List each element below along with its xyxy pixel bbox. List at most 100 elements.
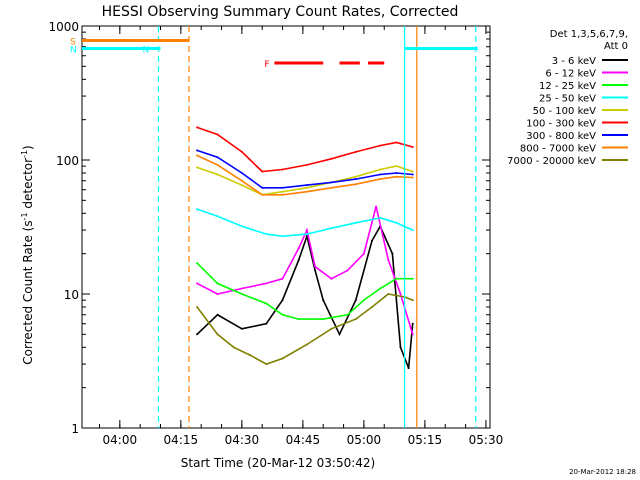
series-9-point (281, 357, 284, 360)
series-4-point (265, 233, 268, 236)
series-6-point (330, 157, 333, 160)
series-3-point (297, 318, 300, 321)
series-1-point (399, 346, 402, 349)
series-1-point (281, 299, 284, 302)
series-8-point (216, 163, 219, 166)
series-3-point (281, 313, 284, 316)
series-9-point (196, 306, 199, 308)
y-axis-label: Corrected Count Rate (s-1 detector-1) (20, 145, 35, 364)
series-4-point (240, 225, 243, 228)
series-8-point (379, 178, 382, 181)
series-8-point (354, 183, 357, 186)
y-axis-label-part-1: Corrected Count Rate (s (21, 220, 35, 364)
series-9-point (330, 327, 333, 330)
x-tick-label: 04:30 (225, 433, 260, 447)
legend-title-line-1: Det 1,3,5,6,7,9, (550, 29, 628, 40)
series-4-point (330, 227, 333, 230)
series-3-point (240, 293, 243, 295)
series-1-point (314, 269, 317, 272)
series-2-point (305, 229, 308, 232)
y-axis-label-part-3: ) (21, 145, 35, 150)
series-8-point (240, 179, 243, 182)
series-6-point (261, 170, 264, 173)
series-6-point (240, 150, 243, 153)
series-7-point (281, 186, 284, 189)
series-1-point (265, 322, 268, 325)
series-4-point (395, 221, 398, 224)
series-6-point (216, 133, 219, 136)
timestamp: 20-Mar-2012 18:28 (569, 468, 636, 476)
series-3-point (379, 287, 382, 290)
series-2-point (346, 269, 349, 272)
x-tick-label: 04:45 (286, 433, 321, 447)
series-3-point (395, 277, 398, 280)
x-tick-label: 05:00 (347, 433, 382, 447)
series-8-point (281, 193, 284, 196)
series-4-point (379, 216, 382, 219)
y-tick-label: 10 (64, 288, 79, 302)
legend-label: 7000 - 20000 keV (507, 156, 596, 167)
series-7-point (261, 186, 264, 189)
series-5-point (305, 186, 308, 189)
series-1-point (411, 322, 414, 325)
series-1-point (371, 239, 373, 242)
series-5-point (395, 165, 398, 168)
series-5-point (379, 168, 382, 171)
series-3-point (196, 262, 199, 265)
series-line-9 (196, 293, 413, 365)
series-7-point (330, 181, 333, 184)
series-7-point (354, 178, 357, 181)
x-tick-label: 04:15 (164, 433, 199, 447)
series-5-point (354, 175, 357, 178)
legend-title-line-2: Att 0 (604, 41, 628, 52)
series-2-point (281, 277, 284, 280)
series-2-point (387, 258, 390, 261)
series-4-point (196, 208, 199, 211)
series-5-point (240, 184, 243, 187)
x-axis-label: Start Time (20-Mar-12 03:50:42) (181, 456, 375, 470)
y-tick-label: 1 (71, 422, 79, 436)
plot-area: 04:00 04:15 04:30 04:45 05:00 05:15 05:30 1 10 10… (48, 20, 503, 447)
flag-label-1: S (70, 37, 76, 47)
x-tick-label: 05:15 (408, 433, 443, 447)
series-8-point (411, 176, 414, 179)
series-4-point (305, 233, 308, 236)
series-6-point (411, 146, 414, 148)
y-axis-label-part-2: detector (21, 158, 35, 213)
series-3-point (411, 277, 414, 280)
y-axis-label-sup-1: -1 (20, 212, 29, 220)
series-line-2 (196, 206, 414, 335)
series-9-point (354, 318, 357, 321)
series-3-point (265, 302, 268, 305)
series-6-point (281, 168, 284, 171)
series-2-point (411, 333, 414, 336)
legend: Det 1,3,5,6,7,9, Att 0 3 - 6 keV 6 - 12 k… (507, 29, 628, 167)
series-4-point (411, 229, 414, 232)
series-line-1 (196, 224, 414, 369)
series-7-point (216, 156, 219, 159)
legend-label: 800 - 7000 keV (520, 144, 596, 155)
series-7-point (379, 173, 382, 176)
series-1-point (216, 313, 219, 316)
series-2-point (297, 247, 300, 250)
series-5-point (216, 173, 219, 176)
series-2-point (362, 252, 365, 255)
series-2-point (265, 282, 268, 285)
series-1-point (196, 333, 199, 336)
series-2-point (196, 282, 199, 285)
plot-frame (81, 25, 491, 429)
series-7-point (305, 184, 308, 187)
series-9-point (411, 299, 414, 302)
series-9-point (387, 293, 390, 295)
series-5-point (196, 166, 199, 169)
series-8-point (395, 175, 398, 178)
series-1-point (322, 299, 325, 302)
series-2-point (399, 293, 402, 295)
x-tick-label: 04:00 (103, 433, 138, 447)
legend-label: 100 - 300 keV (526, 119, 596, 130)
axis-ticks: 04:00 04:15 04:30 04:45 05:00 05:15 05:30 1 10 10… (48, 20, 503, 447)
series-9-point (232, 346, 235, 349)
